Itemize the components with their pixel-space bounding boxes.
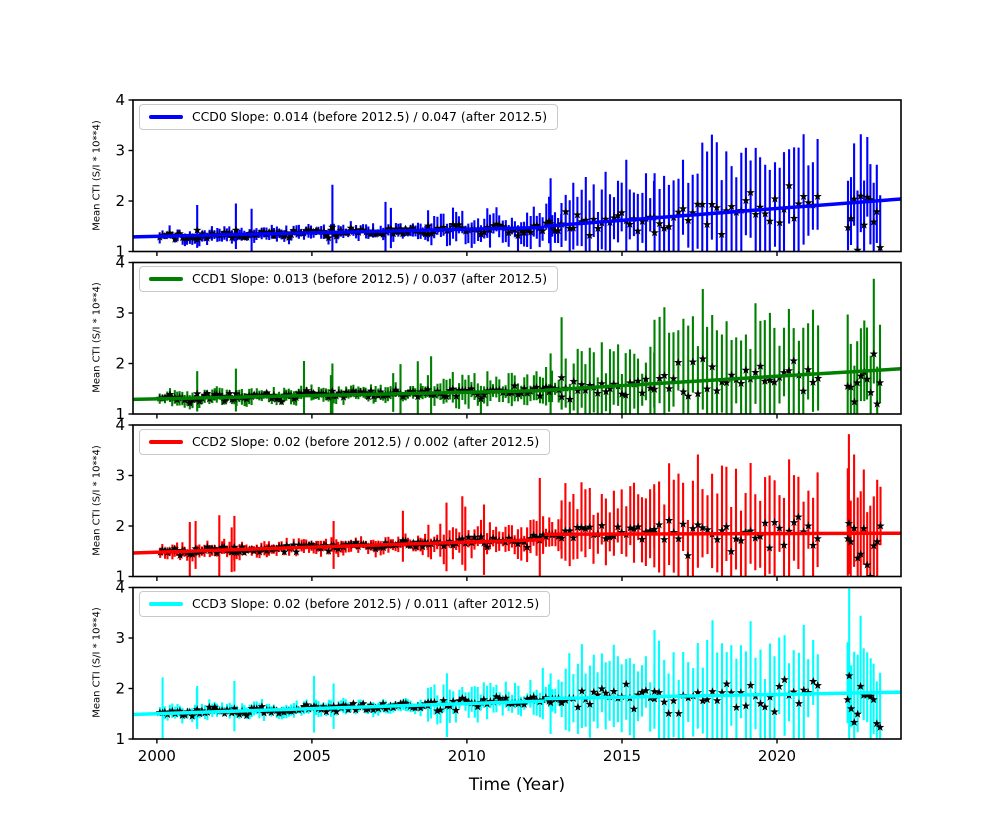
x-tick-label: 2020 bbox=[758, 747, 796, 765]
panel-ccd2: 1 2 3 4 bbox=[115, 416, 902, 586]
y-axis-label-ccd0: Mean CTI (S/I * 10**4) bbox=[91, 120, 103, 231]
y-tick-label: 4 bbox=[115, 579, 125, 597]
x-tick-label: 2010 bbox=[448, 747, 486, 765]
panel-ccd1-trendline bbox=[133, 367, 901, 402]
panel-ccd1-markers bbox=[155, 349, 885, 408]
y-tick-label: 4 bbox=[115, 254, 125, 272]
legend-line-sample-ccd0 bbox=[149, 114, 183, 119]
x-axis-title: Time (Year) bbox=[468, 775, 565, 795]
y-tick-label: 3 bbox=[115, 629, 125, 647]
panel-ccd3-trendline bbox=[133, 690, 901, 717]
legend-ccd1: CCD1 Slope: 0.013 (before 2012.5) / 0.03… bbox=[139, 266, 559, 292]
legend-label-ccd2: CCD2 Slope: 0.02 (before 2012.5) / 0.002… bbox=[192, 434, 540, 449]
legend-ccd2: CCD2 Slope: 0.02 (before 2012.5) / 0.002… bbox=[139, 429, 551, 455]
y-tick-label: 1 bbox=[115, 568, 125, 586]
panel-ccd0: 1 2 3 4 bbox=[115, 91, 902, 261]
legend-line-sample-ccd2 bbox=[149, 439, 183, 444]
legend-label-ccd1: CCD1 Slope: 0.013 (before 2012.5) / 0.03… bbox=[192, 271, 548, 286]
panel-ccd0-spines bbox=[132, 99, 902, 253]
y-tick-label: 1 bbox=[115, 405, 125, 423]
panel-ccd2-markers bbox=[156, 512, 885, 577]
panel-ccd1-spines bbox=[132, 261, 902, 415]
panel-ccd1: 1 2 3 4 bbox=[115, 254, 902, 423]
y-axis-label-ccd2: Mean CTI (S/I * 10**4) bbox=[91, 445, 103, 556]
legend-line-sample-ccd1 bbox=[149, 276, 183, 281]
y-tick-label: 3 bbox=[115, 304, 125, 322]
panel-ccd2-trendline bbox=[133, 531, 901, 555]
panel-ccd2-spines bbox=[132, 424, 902, 578]
x-tick-label: 2000 bbox=[138, 747, 176, 765]
legend-ccd3: CCD3 Slope: 0.02 (before 2012.5) / 0.011… bbox=[139, 591, 551, 617]
panel-ccd0-trendline bbox=[133, 197, 901, 239]
panel-ccd1-errorbars bbox=[158, 278, 882, 414]
y-tick-label: 4 bbox=[115, 416, 125, 434]
subplot-panels: 1 2 3 4 1 2 3 4 1 2 3 4 bbox=[115, 91, 902, 765]
y-tick-label: 2 bbox=[115, 680, 125, 698]
x-tick-label: 2015 bbox=[603, 747, 641, 765]
x-tick-label: 2005 bbox=[293, 747, 331, 765]
legend-label-ccd3: CCD3 Slope: 0.02 (before 2012.5) / 0.011… bbox=[192, 596, 540, 611]
y-axis-label-ccd3: Mean CTI (S/I * 10**4) bbox=[91, 607, 103, 718]
panel-ccd3: 1 2 3 4 2000 2005 2010 2015 2020 bbox=[115, 579, 902, 765]
y-tick-label: 2 bbox=[115, 192, 125, 210]
y-tick-label: 3 bbox=[115, 142, 125, 160]
y-tick-label: 2 bbox=[115, 517, 125, 535]
legend-label-ccd0: CCD0 Slope: 0.014 (before 2012.5) / 0.04… bbox=[192, 109, 548, 124]
y-tick-label: 3 bbox=[115, 467, 125, 485]
y-tick-label: 2 bbox=[115, 355, 125, 373]
y-tick-label: 1 bbox=[115, 243, 125, 261]
y-tick-label: 4 bbox=[115, 91, 125, 109]
y-axis-label-ccd1: Mean CTI (S/I * 10**4) bbox=[91, 282, 103, 393]
panel-ccd2-errorbars bbox=[159, 434, 882, 577]
panel-ccd3-spines bbox=[132, 586, 902, 740]
legend-ccd0: CCD0 Slope: 0.014 (before 2012.5) / 0.04… bbox=[139, 104, 559, 130]
y-tick-label: 1 bbox=[115, 730, 125, 748]
legend-line-sample-ccd3 bbox=[149, 601, 183, 606]
